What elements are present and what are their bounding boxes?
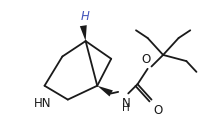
Text: H: H <box>122 103 130 113</box>
Text: HN: HN <box>34 97 52 109</box>
Text: H: H <box>81 10 89 23</box>
Text: O: O <box>153 104 162 117</box>
Polygon shape <box>97 86 113 96</box>
Polygon shape <box>80 25 87 41</box>
Text: O: O <box>141 53 151 66</box>
Text: N: N <box>122 97 131 110</box>
